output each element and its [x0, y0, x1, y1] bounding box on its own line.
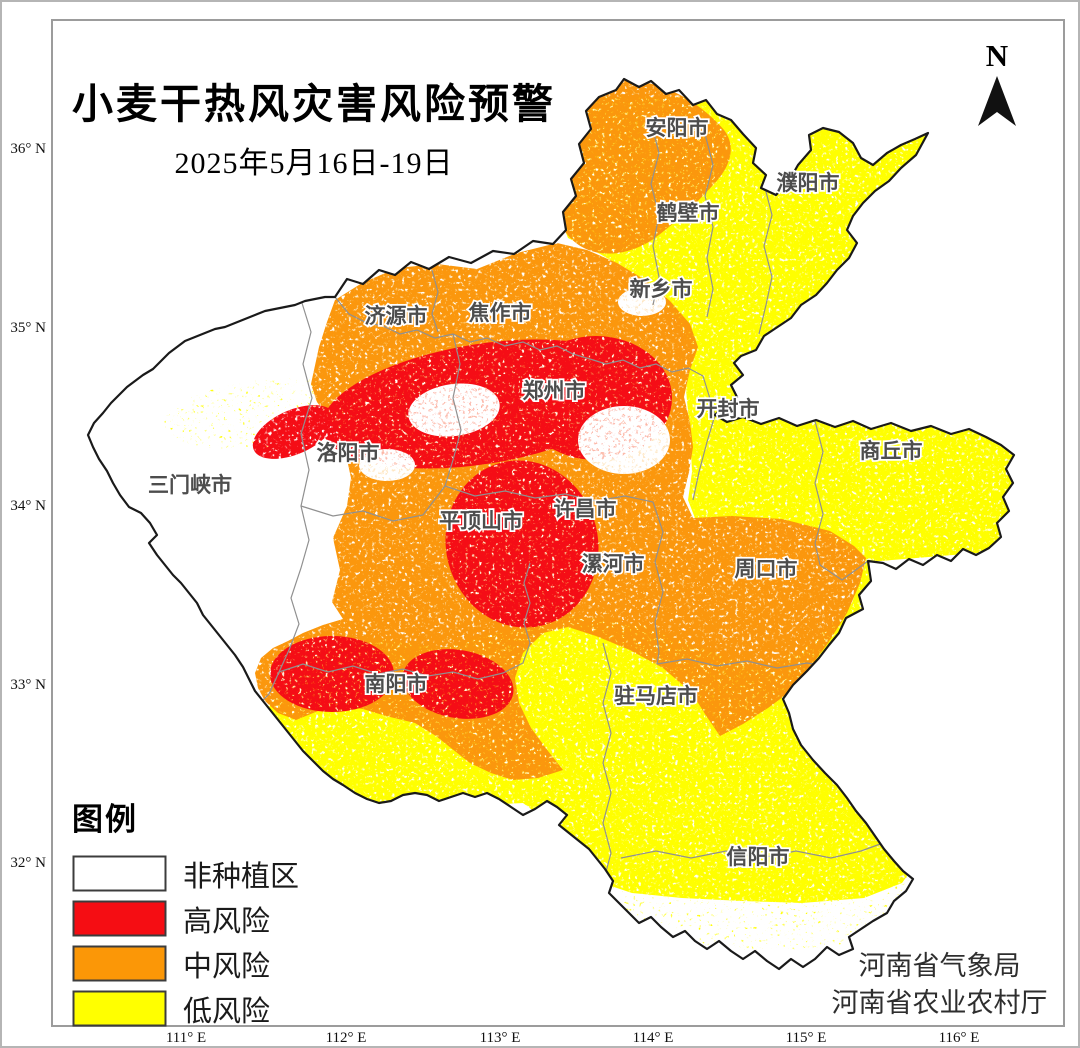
legend-swatch-high-icon — [72, 900, 167, 937]
province-border — [86, 77, 1016, 971]
legend-label-nonplanting: 非种植区 — [183, 860, 300, 893]
lat-tick-36n: 36° N — [10, 141, 46, 157]
legend-label-high: 高风险 — [183, 905, 271, 938]
city-label-kaifeng: 开封市 — [697, 397, 760, 421]
legend-swatch-nonplanting-icon — [72, 855, 167, 892]
high-risk-region-luoyang-west — [252, 405, 336, 459]
city-label-zhengzhou: 郑州市 — [523, 379, 586, 403]
lon-tick-116e: 116° E — [938, 1030, 980, 1046]
city-label-zhumadian: 驻马店市 — [614, 684, 698, 708]
attribution-line-2: 河南省农业农村厅 — [831, 988, 1048, 1018]
low-risk-region-southeast — [267, 555, 917, 903]
lat-tick-34n: 34° N — [10, 498, 46, 514]
attribution-line-1: 河南省气象局 — [858, 951, 1021, 981]
high-risk-region-nanyang-north — [402, 649, 514, 719]
high-risk-region-pingdingshan — [445, 460, 599, 628]
city-label-anyang: 安阳市 — [646, 116, 709, 140]
city-label-puyang: 濮阳市 — [777, 171, 840, 195]
prefecture-boundaries — [258, 121, 884, 929]
city-label-hebi: 鹤壁市 — [657, 201, 720, 225]
non-planting-holes-layer — [359, 288, 670, 481]
legend-label-medium: 中风险 — [183, 950, 271, 983]
page-subtitle: 2025年5月16日-19日 — [174, 147, 454, 180]
map-frame — [51, 19, 1065, 1027]
city-label-xuchang: 许昌市 — [554, 497, 617, 521]
medium-risk-region-anyang — [548, 79, 731, 254]
city-label-shangqiu: 商丘市 — [860, 439, 923, 463]
city-label-luoyang: 洛阳市 — [317, 441, 380, 465]
city-label-xinyang: 信阳市 — [727, 845, 790, 869]
legend-item-low: 低风险 — [72, 990, 299, 1028]
page-title: 小麦干热风灾害风险预警 — [72, 81, 556, 127]
city-label-sanmenxia: 三门峡市 — [148, 473, 232, 497]
city-label-xinxiang: 新乡市 — [630, 277, 693, 301]
legend-title: 图例 — [72, 802, 138, 837]
city-label-pingdingshan: 平顶山市 — [439, 509, 523, 533]
city-label-luohe: 漯河市 — [582, 552, 645, 576]
city-label-jiaozuo: 焦作市 — [468, 301, 532, 325]
non-planting-xinxiang-city — [618, 288, 666, 316]
legend-item-nonplanting: 非种植区 — [72, 855, 300, 893]
lon-tick-113e: 113° E — [479, 1030, 521, 1046]
non-planting-zhengzhou-city — [578, 406, 670, 474]
lat-tick-33n: 33° N — [10, 677, 46, 693]
lat-tick-32n: 32° N — [10, 855, 46, 871]
lon-tick-111e: 111° E — [165, 1030, 207, 1046]
legend: 图例 非种植区 高风险 中风险 低风险 — [72, 794, 299, 1035]
north-label: N — [985, 38, 1009, 73]
lat-tick-35n: 35° N — [10, 320, 46, 336]
legend-swatch-medium-icon — [72, 945, 167, 982]
non-planting-patch-central — [408, 383, 500, 437]
lon-tick-115e: 115° E — [785, 1030, 827, 1046]
legend-label-low: 低风险 — [183, 995, 271, 1028]
city-label-nanyang: 南阳市 — [365, 672, 428, 696]
low-risk-speckle-xinyang — [586, 830, 942, 950]
city-label-jiyuan: 济源市 — [365, 304, 428, 328]
lon-tick-114e: 114° E — [632, 1030, 674, 1046]
legend-item-high: 高风险 — [72, 900, 299, 938]
city-labels: 安阳市 濮阳市 鹤壁市 新乡市 济源市 焦作市 郑州市 开封市 商丘市 洛阳市 … — [146, 114, 924, 871]
legend-swatch-low-icon — [72, 990, 167, 1027]
high-risk-region-nanyang-west — [270, 636, 394, 712]
lon-tick-112e: 112° E — [325, 1030, 367, 1046]
city-label-zhoukou: 周口市 — [735, 557, 798, 581]
north-arrow-icon — [978, 76, 1016, 126]
legend-item-medium: 中风险 — [72, 945, 299, 983]
attribution: 河南省气象局 河南省农业农村厅 — [822, 948, 1057, 1022]
non-planting-luoyang-city — [359, 449, 415, 481]
